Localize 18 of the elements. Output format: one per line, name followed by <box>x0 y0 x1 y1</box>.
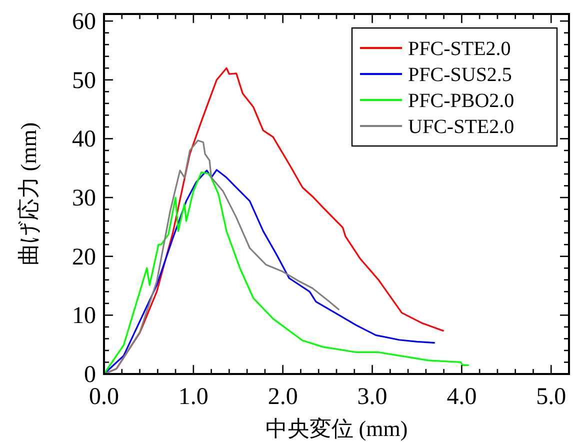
legend-label: PFC-STE2.0 <box>408 38 511 60</box>
legend-label: PFC-PBO2.0 <box>408 90 514 112</box>
y-tick-label: 20 <box>72 244 96 270</box>
y-tick-label: 50 <box>72 68 96 94</box>
x-tick-label: 5.0 <box>536 384 566 410</box>
legend-label: UFC-STE2.0 <box>408 116 514 138</box>
y-tick-label: 10 <box>72 303 96 330</box>
x-tick-label: 1.0 <box>178 384 208 410</box>
y-tick-label: 30 <box>72 186 96 212</box>
line-series <box>103 140 340 375</box>
y-tick-label: 60 <box>72 9 96 36</box>
y-axis-title: 曲げ応力 (mm) <box>16 122 41 266</box>
legend-label: PFC-SUS2.5 <box>408 64 512 86</box>
y-tick-label: 40 <box>72 126 96 153</box>
x-tick-label: 3.0 <box>357 384 388 410</box>
x-tick-label: 4.0 <box>446 384 477 410</box>
x-axis-title: 中央変位 (mm) <box>265 416 408 441</box>
x-tick-label: 2.0 <box>268 384 298 410</box>
